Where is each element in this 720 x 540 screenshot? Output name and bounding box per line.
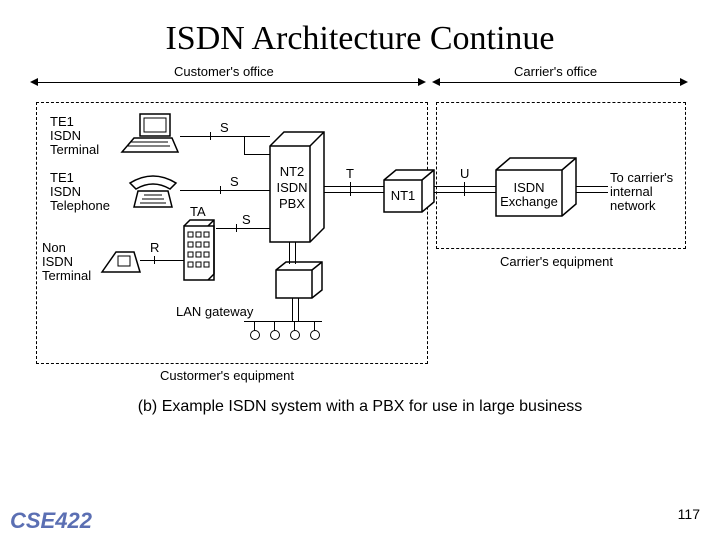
edge-label-r: R <box>150 240 159 255</box>
edge-label-s2: S <box>230 174 239 189</box>
isdn-diagram: Customer's office Carrier's office TE1 I… <box>30 68 690 388</box>
nt2-label-0: NT2 <box>274 164 310 179</box>
to-network-label-1: internal <box>610 184 653 199</box>
edge-label-s3: S <box>242 212 251 227</box>
te1-phone-label-1: ISDN <box>50 184 81 199</box>
lan-gateway-label: LAN gateway <box>176 304 253 319</box>
course-code: CSE422 <box>10 508 92 534</box>
nt2-label-1: ISDN <box>274 180 310 195</box>
non-isdn-label-0: Non <box>42 240 66 255</box>
page-number: 117 <box>678 506 700 522</box>
workstation-icon <box>100 246 142 274</box>
figure-caption: (b) Example ISDN system with a PBX for u… <box>0 398 720 416</box>
span-carrier-office: Carrier's office <box>510 64 601 79</box>
non-isdn-label-1: ISDN <box>42 254 73 269</box>
customer-equipment-label: Custormer's equipment <box>160 368 294 383</box>
nt1-label: NT1 <box>386 188 420 203</box>
nt2-label-2: PBX <box>274 196 310 211</box>
te1-phone-label-2: Telephone <box>50 198 110 213</box>
lan-gateway-box <box>272 260 328 300</box>
computer-icon <box>120 112 180 154</box>
span-customer-office: Customer's office <box>170 64 278 79</box>
te1-terminal-label-2: Terminal <box>50 142 99 157</box>
phone-icon <box>126 173 180 209</box>
te1-terminal-label-0: TE1 <box>50 114 74 129</box>
page-title: ISDN Architecture Continue <box>0 0 720 68</box>
exchange-label-0: ISDN <box>498 180 560 195</box>
edge-label-s1: S <box>220 120 229 135</box>
exchange-label-1: Exchange <box>498 194 560 209</box>
carrier-equipment-label: Carrier's equipment <box>500 254 613 269</box>
edge-label-u: U <box>460 166 469 181</box>
ta-label: TA <box>190 204 206 219</box>
to-network-label-2: network <box>610 198 656 213</box>
edge-label-t: T <box>346 166 354 181</box>
te1-terminal-label-1: ISDN <box>50 128 81 143</box>
te1-phone-label-0: TE1 <box>50 170 74 185</box>
non-isdn-label-2: Terminal <box>42 268 91 283</box>
to-network-label-0: To carrier's <box>610 170 673 185</box>
building-icon <box>178 218 218 282</box>
